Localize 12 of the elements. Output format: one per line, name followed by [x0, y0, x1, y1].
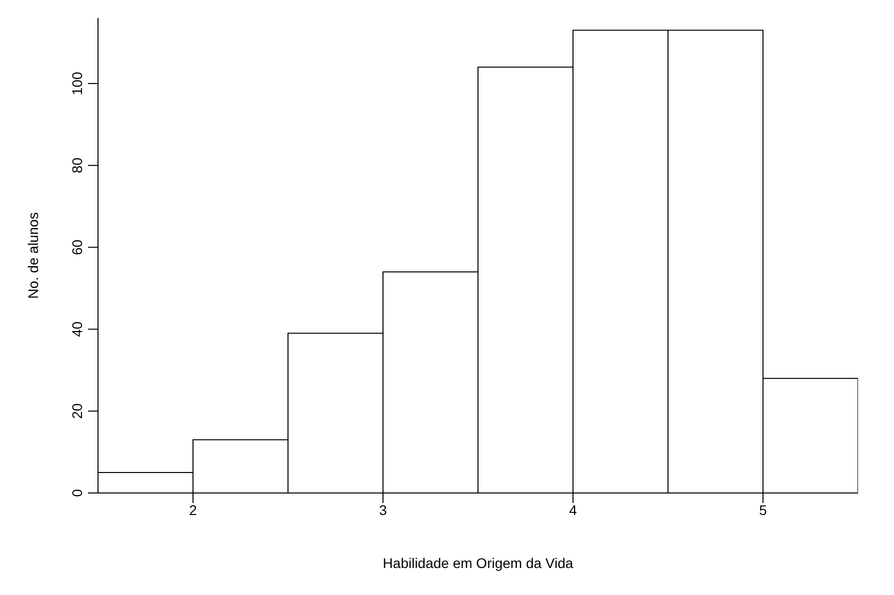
- x-tick-label: 2: [189, 502, 198, 518]
- x-tick-label: 3: [379, 502, 388, 518]
- y-tick-label: 60: [69, 239, 85, 256]
- y-tick-label: 20: [69, 403, 85, 419]
- x-tick-label: 5: [759, 502, 768, 518]
- y-axis-title: No. de alunos: [24, 212, 41, 299]
- y-tick-label: 100: [69, 72, 85, 96]
- y-tick-label: 80: [69, 157, 85, 174]
- x-axis-title: Habilidade em Origem da Vida: [382, 555, 574, 571]
- y-tick-label: 0: [69, 488, 85, 497]
- y-tick-label: 40: [69, 321, 85, 337]
- x-tick-label: 4: [569, 502, 578, 518]
